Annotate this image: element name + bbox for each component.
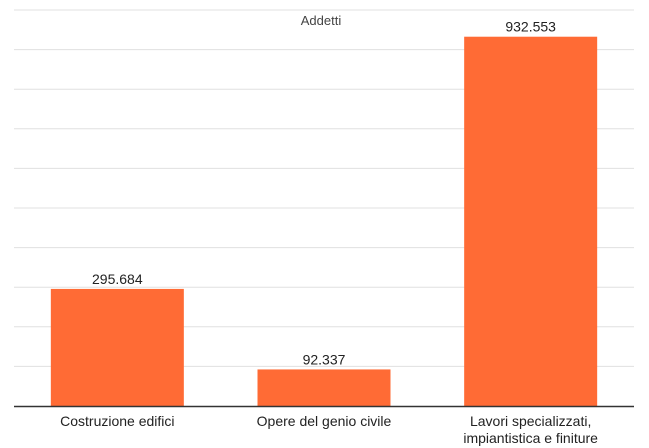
- data-labels: 295.684 92.337 932.553: [92, 19, 556, 368]
- x-tick-label-line: impiantistica e finiture: [463, 430, 598, 446]
- x-tick-label-line: Costruzione edifici: [60, 413, 174, 429]
- x-tick-labels: Costruzione edifici Opere del genio civil…: [60, 413, 598, 446]
- x-tick-label-line: Opere del genio civile: [257, 413, 392, 429]
- data-label-2: 92.337: [303, 351, 346, 367]
- bar-3: [464, 36, 598, 406]
- x-tick-label-1: Costruzione edifici: [60, 413, 174, 429]
- x-tick-label-line: Lavori specializzati,: [470, 413, 591, 429]
- chart-title: Addetti: [301, 13, 342, 28]
- bar-2: [257, 369, 391, 406]
- x-tick-label-2: Opere del genio civile: [257, 413, 392, 429]
- bar-1: [50, 288, 184, 406]
- x-tick-label-3: Lavori specializzati, impiantistica e fin…: [463, 413, 598, 446]
- bars: [50, 36, 598, 406]
- data-label-1: 295.684: [92, 271, 143, 287]
- data-label-3: 932.553: [505, 19, 556, 35]
